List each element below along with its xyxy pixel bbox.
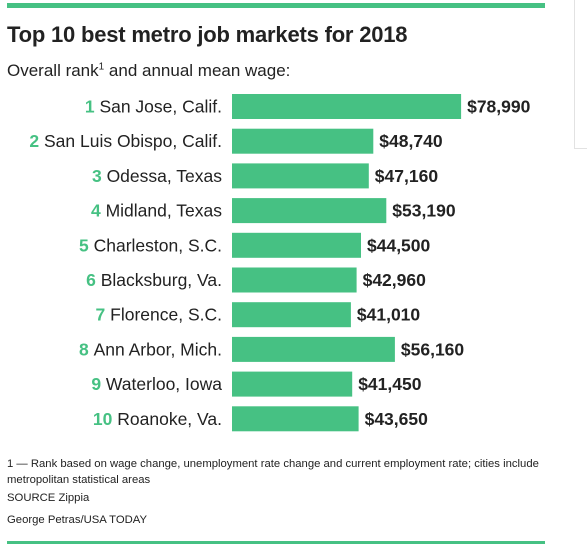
- source-line: SOURCE Zippia: [7, 492, 90, 504]
- city-name: Roanoke, Va.: [117, 409, 222, 429]
- bar: [232, 406, 359, 432]
- category-label: 10 Roanoke, Va.: [93, 409, 222, 429]
- top-rule: [7, 3, 545, 8]
- subtitle-tail: and annual mean wage:: [104, 61, 291, 80]
- category-label: 2 San Luis Obispo, Calif.: [29, 131, 222, 151]
- category-label: 4 Midland, Texas: [91, 201, 222, 221]
- bottom-rule: [7, 541, 545, 544]
- value-label: $42,960: [363, 270, 427, 290]
- city-name: San Jose, Calif.: [99, 97, 222, 117]
- subtitle-footnote-marker: 1: [98, 61, 105, 73]
- rank-number: 9: [91, 374, 106, 394]
- value-label: $48,740: [379, 131, 443, 151]
- value-label: $44,500: [367, 235, 431, 255]
- city-name: Ann Arbor, Mich.: [94, 339, 222, 359]
- bar: [232, 371, 353, 397]
- subtitle-text: Overall rank: [7, 61, 99, 80]
- city-name: Blacksburg, Va.: [101, 270, 222, 290]
- rank-number: 10: [93, 409, 117, 429]
- category-label: 7 Florence, S.C.: [96, 305, 222, 325]
- city-name: Charleston, S.C.: [94, 235, 222, 255]
- rank-number: 7: [96, 305, 111, 325]
- rank-number: 6: [86, 270, 101, 290]
- rank-number: 3: [92, 166, 107, 186]
- bar: [232, 267, 357, 293]
- rank-number: 4: [91, 201, 106, 221]
- value-label: $41,450: [358, 374, 422, 394]
- bar: [232, 128, 374, 154]
- value-label: $53,190: [392, 201, 456, 221]
- rank-number: 1: [85, 97, 100, 117]
- city-name: Florence, S.C.: [110, 305, 222, 325]
- bar: [232, 232, 361, 258]
- category-label: 3 Odessa, Texas: [92, 166, 222, 186]
- bar: [232, 302, 351, 328]
- city-name: Waterloo, Iowa: [106, 374, 222, 394]
- bar: [232, 163, 369, 189]
- category-label: 9 Waterloo, Iowa: [91, 374, 222, 394]
- value-label: $43,650: [365, 409, 429, 429]
- chart-subtitle: Overall rank1 and annual mean wage:: [7, 61, 290, 81]
- value-label: $78,990: [467, 97, 531, 117]
- bar-chart: 1 San Jose, Calif. $78,990 2 San Luis Obis…: [29, 94, 531, 432]
- category-label: 1 San Jose, Calif.: [85, 97, 222, 117]
- category-label: 8 Ann Arbor, Mich.: [79, 339, 222, 359]
- side-frame: [574, 0, 587, 149]
- city-name: Odessa, Texas: [107, 166, 223, 186]
- footnote: 1 — Rank based on wage change, unemploym…: [7, 458, 539, 486]
- bar: [232, 198, 387, 224]
- value-label: $47,160: [375, 166, 439, 186]
- city-name: San Luis Obispo, Calif.: [44, 131, 222, 151]
- rank-number: 5: [79, 235, 94, 255]
- bar: [232, 336, 395, 362]
- chart-title: Top 10 best metro job markets for 2018: [7, 22, 408, 47]
- city-name: Midland, Texas: [106, 201, 223, 221]
- rank-number: 8: [79, 339, 94, 359]
- value-label: $41,010: [357, 305, 421, 325]
- credit-line: George Petras/USA TODAY: [7, 514, 148, 526]
- bar: [232, 94, 462, 119]
- rank-number: 2: [29, 131, 44, 151]
- value-label: $56,160: [401, 339, 465, 359]
- category-label: 6 Blacksburg, Va.: [86, 270, 222, 290]
- category-label: 5 Charleston, S.C.: [79, 235, 222, 255]
- graphic-card: Top 10 best metro job markets for 2018 O…: [7, 3, 545, 544]
